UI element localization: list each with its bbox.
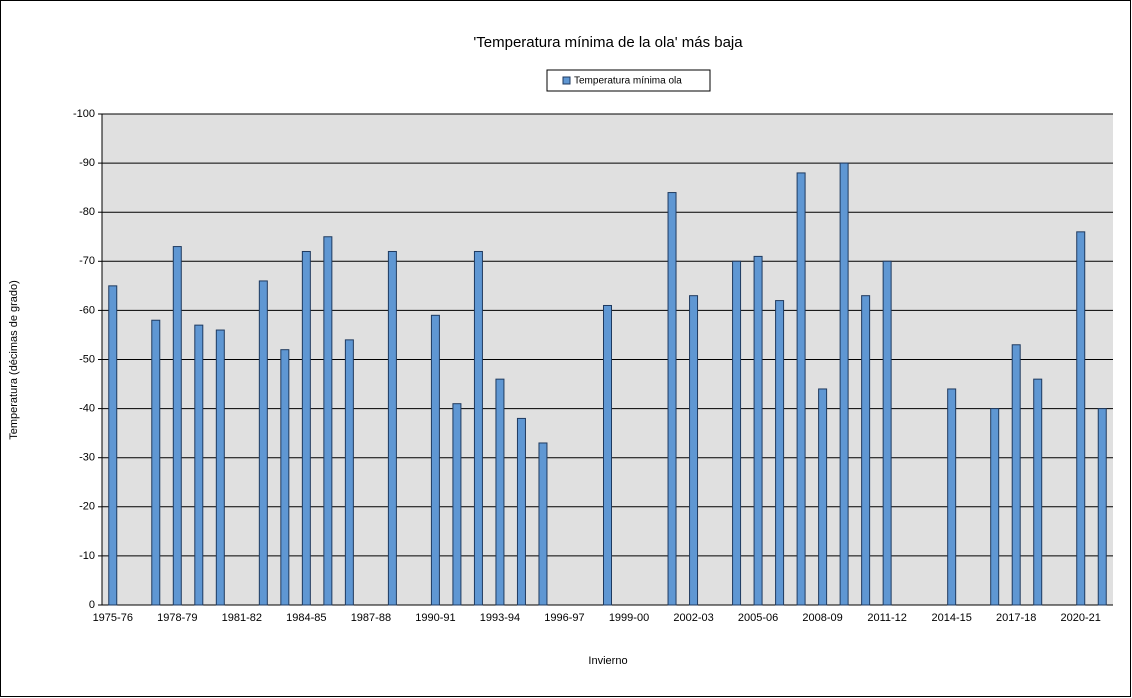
x-tick-label: 2002-03 — [673, 612, 713, 624]
bar — [1097, 408, 1107, 606]
x-tick-label: 1978-79 — [157, 612, 197, 624]
y-tick-label: -40 — [79, 403, 95, 415]
bar — [1076, 231, 1086, 606]
bar — [882, 260, 892, 606]
bar — [473, 250, 483, 606]
y-tick-label: -20 — [79, 501, 95, 513]
y-tick-label: 0 — [89, 599, 95, 611]
bar — [818, 388, 828, 606]
bar — [732, 260, 742, 606]
y-tick-label: -50 — [79, 353, 95, 365]
bar — [108, 285, 118, 606]
x-tick-label: 1984-85 — [286, 612, 326, 624]
x-tick-label: 1981-82 — [222, 612, 262, 624]
bar — [258, 280, 268, 606]
y-tick-label: -30 — [79, 452, 95, 464]
bar — [1033, 378, 1043, 606]
bar — [538, 442, 548, 606]
bar — [172, 246, 182, 606]
bar — [452, 403, 462, 606]
bar — [603, 304, 612, 606]
x-tick-label: 1999-00 — [609, 612, 649, 624]
x-tick-label: 1975-76 — [93, 612, 133, 624]
chart-title: 'Temperatura mínima de la ola' más baja — [473, 34, 743, 51]
bar — [344, 339, 354, 606]
x-axis-label: Invierno — [588, 655, 627, 667]
x-tick-label: 2005-06 — [738, 612, 778, 624]
x-tick-label: 1987-88 — [351, 612, 391, 624]
y-tick-label: -90 — [79, 157, 95, 169]
y-tick-label: -70 — [79, 255, 95, 267]
bar — [430, 314, 440, 606]
legend-swatch — [562, 76, 571, 85]
bar — [796, 172, 806, 606]
bar — [516, 417, 526, 606]
bar — [387, 250, 397, 606]
legend — [546, 69, 711, 92]
x-tick-label: 2008-09 — [802, 612, 842, 624]
y-tick-label: -100 — [73, 108, 95, 120]
y-tick-label: -80 — [79, 206, 95, 218]
bar — [1011, 344, 1021, 606]
bar — [861, 295, 871, 606]
bar — [280, 349, 290, 606]
x-tick-label: 2011-12 — [867, 612, 907, 624]
bar — [667, 192, 677, 606]
bar — [947, 388, 957, 606]
bar — [323, 236, 333, 606]
bar — [495, 378, 505, 606]
bar — [990, 408, 1000, 606]
legend-label: Temperatura mínima ola — [574, 76, 682, 87]
bar — [194, 324, 204, 606]
bar — [839, 162, 849, 606]
x-tick-label: 2014-15 — [931, 612, 971, 624]
x-tick-label: 1993-94 — [480, 612, 520, 624]
y-tick-label: -60 — [79, 304, 95, 316]
x-tick-label: 1996-97 — [544, 612, 584, 624]
x-tick-label: 1990-91 — [415, 612, 455, 624]
x-tick-label: 2017-18 — [996, 612, 1036, 624]
bar — [753, 255, 763, 606]
y-axis-label: Temperatura (décimas de grado) — [8, 280, 20, 440]
bar — [151, 319, 161, 606]
bar — [215, 329, 225, 606]
y-tick-label: -10 — [79, 550, 95, 562]
bar — [775, 300, 785, 606]
bar — [301, 250, 311, 606]
bar — [689, 295, 699, 606]
x-tick-label: 2020-21 — [1061, 612, 1101, 624]
